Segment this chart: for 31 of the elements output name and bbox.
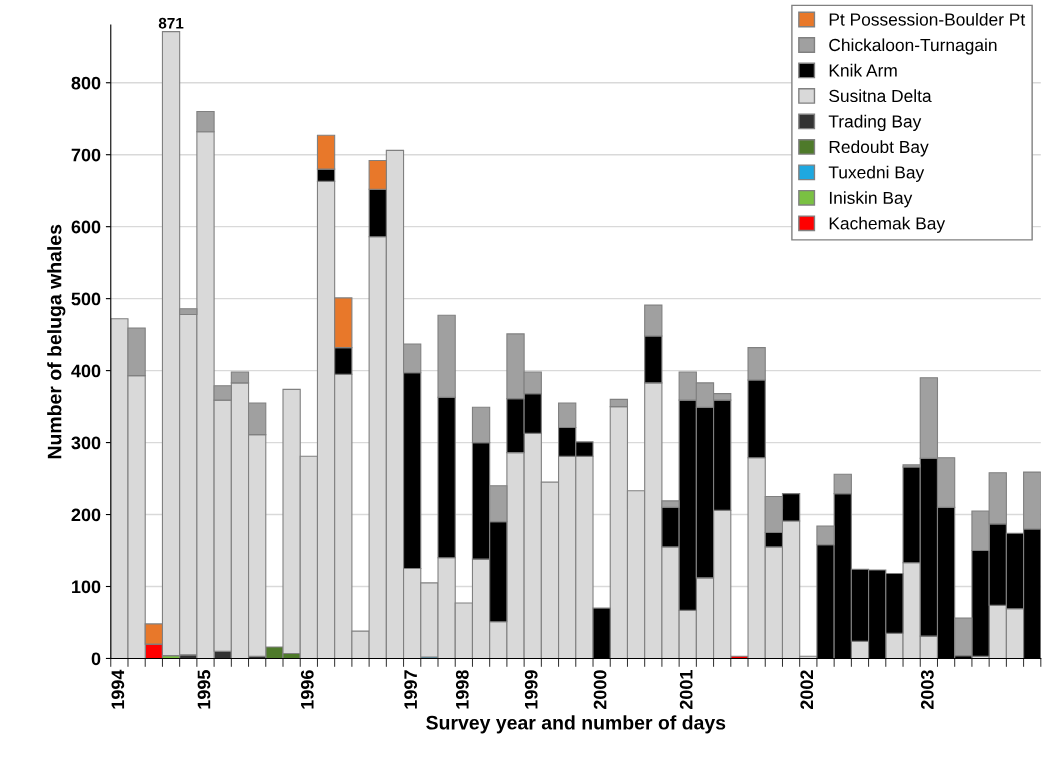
legend-label: Knik Arm bbox=[829, 63, 897, 77]
x-tick-label: 1995 bbox=[197, 670, 211, 709]
legend-label: Iniskin Bay bbox=[829, 191, 913, 208]
x-tick-label: 2000 bbox=[593, 670, 607, 710]
legend-label: Kachemak Bay bbox=[829, 216, 946, 233]
x-tick-label: 2002 bbox=[800, 670, 814, 710]
y-axis-title: Number of beluga whales bbox=[47, 224, 66, 459]
legend-label: Tuxedni Bay bbox=[828, 165, 925, 182]
x-tick-label: 2001 bbox=[679, 670, 693, 710]
x-axis-title: Survey year and number of days bbox=[426, 715, 726, 734]
total-label: 871 bbox=[158, 17, 184, 29]
x-tick-label: 1994 bbox=[111, 669, 125, 709]
y-tick-label: 700 bbox=[71, 148, 101, 162]
legend-label: Redoubt Bay bbox=[829, 140, 929, 157]
x-tick-label: 1999 bbox=[524, 670, 538, 709]
y-tick-label: 600 bbox=[71, 220, 101, 234]
x-tick-label: 1996 bbox=[300, 670, 314, 709]
y-tick-label: 400 bbox=[71, 364, 101, 378]
y-tick-label: 200 bbox=[71, 508, 101, 522]
y-tick-label: 800 bbox=[71, 76, 101, 90]
x-tick-label: 2003 bbox=[920, 670, 934, 710]
y-tick-label: 300 bbox=[71, 436, 101, 450]
legend-label: Susitna Delta bbox=[829, 89, 932, 103]
x-tick-label: 1997 bbox=[404, 670, 418, 709]
legend-label: Trading Bay bbox=[828, 114, 922, 132]
x-tick-label: 1998 bbox=[455, 670, 469, 709]
legend-label: Pt Possession-Boulder Pt bbox=[829, 12, 1026, 26]
y-tick-label: 500 bbox=[71, 292, 101, 306]
y-tick-label: 100 bbox=[72, 580, 101, 594]
y-tick-label: 0 bbox=[91, 652, 101, 666]
legend-label: Chickaloon-Turnagain bbox=[829, 38, 997, 55]
